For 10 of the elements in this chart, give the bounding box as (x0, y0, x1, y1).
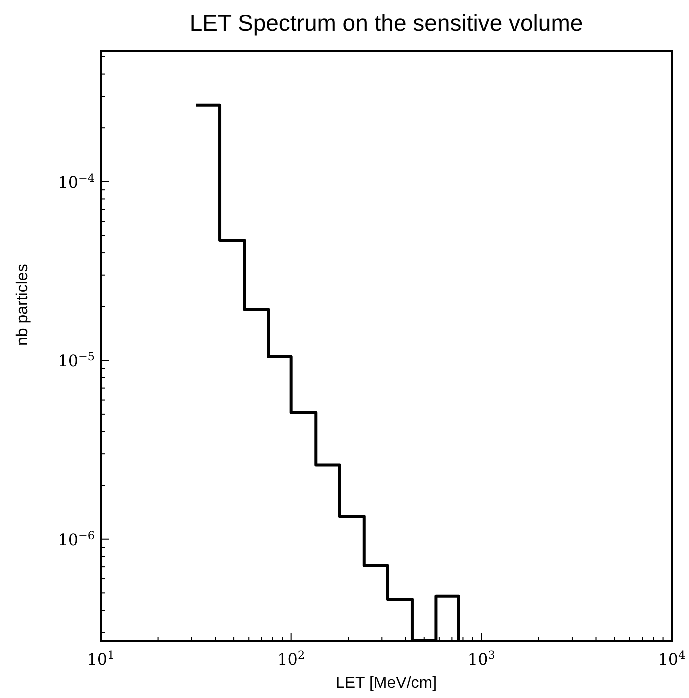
x-axis-title: LET [MeV/cm] (336, 675, 438, 692)
x-tick-label: 10$^{4}$ (658, 648, 686, 669)
y-axis-title: nb particles (14, 264, 32, 346)
chart-title: LET Spectrum on the sensitive volume (188, 10, 584, 37)
x-tick-label: 10$^{2}$ (278, 648, 306, 669)
y-tick-label: 10$^{−6}$ (58, 528, 95, 550)
x-tick-label: 10$^{1}$ (87, 648, 115, 669)
y-tick-label: 10$^{−5}$ (58, 350, 95, 371)
x-tick-label: 10$^{3}$ (468, 648, 496, 669)
y-tick-label: 10$^{−4}$ (58, 171, 95, 192)
